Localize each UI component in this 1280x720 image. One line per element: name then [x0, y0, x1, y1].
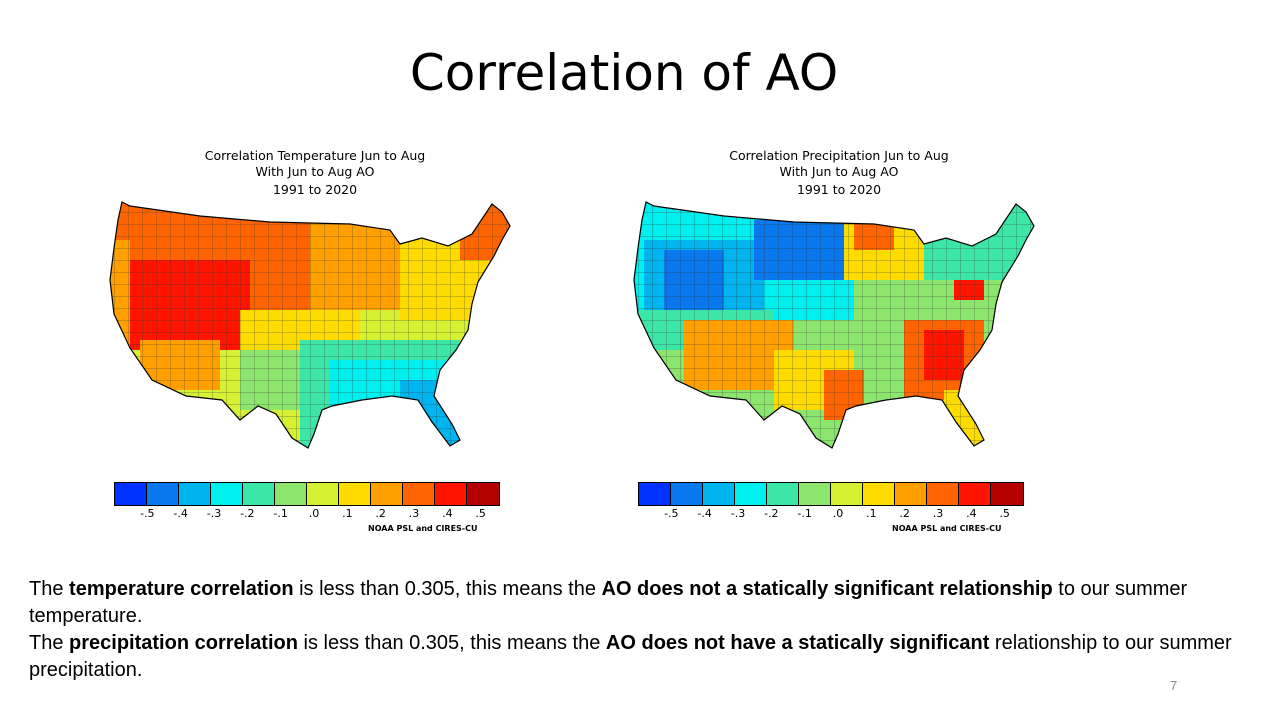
text-run: is less than 0.305, this means the	[293, 578, 602, 600]
colorbar-tick-label: .0	[308, 507, 320, 520]
precipitation-colorbar-ticks: -.5 -.4 -.3 -.2 -.1 .0 .1 .2 .3 .4 .5	[638, 507, 1038, 523]
colorbar-cell	[307, 483, 339, 505]
temperature-us-map	[109, 201, 511, 449]
text-bold: temperature correlation	[69, 578, 294, 600]
colorbar-tick-label: .5	[475, 507, 486, 520]
colorbar-cell	[435, 483, 467, 505]
colorbar-cell	[179, 483, 211, 505]
colorbar-cell	[275, 483, 307, 505]
colorbar-tick-label: .5	[999, 507, 1010, 520]
colorbar-tick-label: -.5	[140, 507, 155, 520]
colorbar-cell	[115, 483, 147, 505]
temperature-map-panel: Correlation Temperature Jun to Aug With …	[100, 140, 560, 540]
text-bold: AO does not a statically significant rel…	[601, 578, 1053, 600]
temperature-map-years: 1991 to 2020	[272, 182, 358, 197]
colorbar-cell	[339, 483, 371, 505]
colorbar-tick-label: -.2	[240, 507, 255, 520]
temperature-map-title-line1: Correlation Temperature Jun to Aug	[204, 148, 426, 163]
colorbar-tick-label: .2	[375, 507, 386, 520]
colorbar-cell	[895, 483, 927, 505]
colorbar-tick-label: -.1	[797, 507, 812, 520]
temperature-colorbar-ticks: -.5 -.4 -.3 -.2 -.1 .0 .1 .2 .3 .4 .5	[114, 507, 514, 523]
colorbar-cell	[403, 483, 435, 505]
colorbar-cell	[959, 483, 991, 505]
colorbar-tick-label: -.1	[273, 507, 288, 520]
temperature-map-credit: NOAA PSL and CIRES-CU	[368, 524, 478, 533]
text-bold: precipitation correlation	[69, 632, 298, 654]
colorbar-tick-label: -.2	[764, 507, 779, 520]
colorbar-tick-label: .4	[442, 507, 453, 520]
precipitation-colorbar	[638, 482, 1024, 506]
colorbar-tick-label: .1	[866, 507, 877, 520]
colorbar-cell	[703, 483, 735, 505]
colorbar-cell	[147, 483, 179, 505]
temperature-paragraph: The temperature correlation is less than…	[29, 576, 1259, 630]
colorbar-tick-label: -.5	[664, 507, 679, 520]
colorbar-cell	[211, 483, 243, 505]
colorbar-tick-label: .4	[966, 507, 977, 520]
text-run: The	[29, 578, 70, 600]
temperature-colorbar	[114, 482, 500, 506]
precipitation-us-map	[633, 201, 1035, 449]
colorbar-tick-label: -.3	[730, 507, 746, 520]
colorbar-cell	[735, 483, 767, 505]
colorbar-tick-label: .3	[932, 507, 944, 520]
text-run: relationship to our summer precipitation…	[29, 632, 1232, 681]
text-bold: AO does not have a statically significan…	[605, 632, 990, 654]
slide-title: Correlation of AO	[409, 44, 839, 102]
text-run: The	[29, 632, 70, 654]
colorbar-tick-label: .3	[408, 507, 420, 520]
colorbar-cell	[799, 483, 831, 505]
colorbar-cell	[671, 483, 703, 505]
colorbar-cell	[467, 483, 499, 505]
body-text: The temperature correlation is less than…	[29, 576, 1259, 684]
page-number: 7	[1170, 678, 1178, 693]
precipitation-map-years: 1991 to 2020	[796, 182, 882, 197]
colorbar-cell	[927, 483, 959, 505]
temperature-map-title-line2: With Jun to Aug AO	[255, 164, 375, 179]
colorbar-cell	[991, 483, 1023, 505]
colorbar-cell	[371, 483, 403, 505]
colorbar-tick-label: .2	[899, 507, 910, 520]
text-run: to our summer temperature.	[29, 578, 1188, 627]
colorbar-tick-label: .0	[832, 507, 844, 520]
colorbar-tick-label: .1	[342, 507, 353, 520]
colorbar-tick-label: -.3	[206, 507, 222, 520]
precipitation-map-credit: NOAA PSL and CIRES-CU	[892, 524, 1002, 533]
colorbar-cell	[831, 483, 863, 505]
colorbar-tick-label: -.4	[173, 507, 188, 520]
temperature-map-title: Correlation Temperature Jun to Aug With …	[100, 148, 530, 198]
colorbar-cell	[863, 483, 895, 505]
precipitation-paragraph: The precipitation correlation is less th…	[29, 630, 1259, 684]
precipitation-map-title-line2: With Jun to Aug AO	[779, 164, 899, 179]
colorbar-tick-label: -.4	[697, 507, 712, 520]
text-run: is less than 0.305, this means the	[297, 632, 606, 654]
colorbar-cell	[767, 483, 799, 505]
colorbar-cell	[639, 483, 671, 505]
colorbar-cell	[243, 483, 275, 505]
precipitation-map-title-line1: Correlation Precipitation Jun to Aug	[729, 148, 949, 163]
precipitation-map-title: Correlation Precipitation Jun to Aug Wit…	[624, 148, 1054, 198]
precipitation-map-panel: Correlation Precipitation Jun to Aug Wit…	[624, 140, 1084, 540]
